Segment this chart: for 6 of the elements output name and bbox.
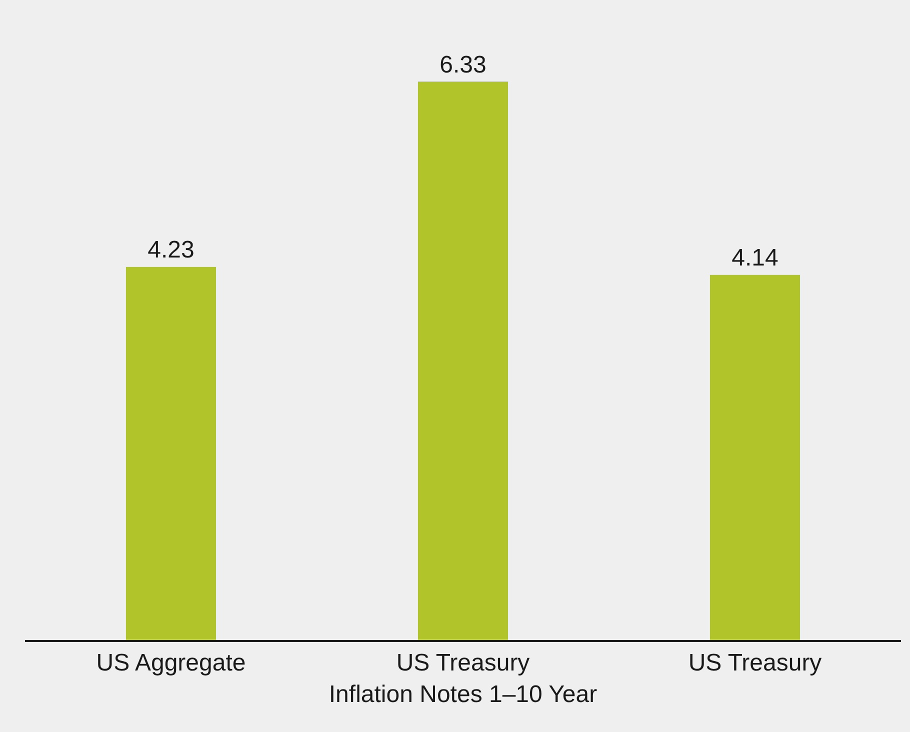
- x-tick-label: US Aggregate: [96, 650, 246, 677]
- data-label: 4.23: [148, 236, 194, 264]
- data-label: 4.14: [732, 244, 778, 272]
- x-tick-label: US Treasury Inflation Notes 1–10 Year: [328, 650, 598, 708]
- x-tick-label: US Treasury: [688, 650, 822, 677]
- data-label: 6.33: [440, 51, 486, 78]
